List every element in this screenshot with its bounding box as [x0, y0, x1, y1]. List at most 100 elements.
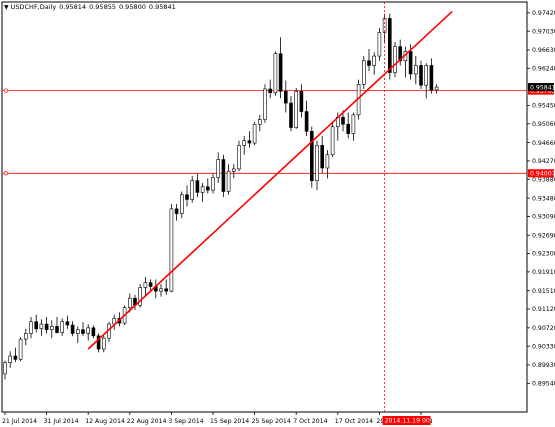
candle-body: [387, 18, 392, 73]
candle-body: [169, 208, 174, 292]
candle-body: [247, 140, 252, 144]
candle-body: [211, 177, 215, 191]
candles: [3, 13, 439, 380]
candle-body: [44, 323, 49, 331]
candle-body: [273, 53, 278, 94]
candle-body: [367, 60, 371, 66]
trendline: [87, 10, 453, 350]
candle-body: [190, 180, 194, 200]
candle-body: [18, 338, 23, 360]
candle-body: [60, 321, 65, 333]
line-price-tag: [528, 169, 554, 178]
candle-body: [206, 186, 210, 191]
candle-body: [195, 180, 200, 193]
current-price-label: 0.95841: [530, 84, 555, 91]
candle-body: [330, 126, 335, 156]
candle-body: [34, 321, 39, 330]
current-price-tag: [528, 83, 554, 92]
candle-body: [315, 145, 319, 181]
candle-body: [96, 335, 101, 350]
candle-body: [49, 326, 54, 331]
candle-body: [283, 91, 288, 104]
x-tick-label: 7 Oct 2014: [293, 418, 327, 425]
x-tick-label: 17 Oct 2014: [335, 418, 373, 425]
line-anchor-handle: [3, 88, 9, 93]
x-tick-label: 22 Aug 2014: [127, 418, 167, 425]
candle-body: [429, 65, 434, 91]
candle-body: [361, 60, 366, 85]
candle-body: [408, 51, 413, 75]
candle-body: [13, 355, 18, 360]
candle-body: [413, 65, 418, 75]
candle-body: [55, 326, 59, 333]
candle-body: [351, 114, 356, 134]
line-price-label: 0.94007: [530, 170, 555, 177]
line-price-label: 0.95765: [530, 88, 555, 95]
time-axis: 21 Jul 2014 31 Jul 2014 12 Aug 2014 22 Aug …: [2, 412, 433, 425]
candle-body: [320, 145, 325, 169]
candle-body: [174, 208, 179, 214]
candle-body: [65, 321, 70, 326]
candle-body: [143, 282, 148, 288]
x-tick-label: 12 Aug 2014: [85, 418, 125, 425]
candle-body: [419, 65, 423, 86]
candle-body: [102, 337, 106, 350]
candle-body: [268, 88, 273, 94]
candle-body: [200, 186, 205, 193]
candle-body: [278, 53, 283, 92]
candle-body: [393, 46, 397, 73]
x-tick-label: 15 Sep 2014: [210, 418, 249, 425]
candle-body: [221, 159, 226, 192]
candle-body: [164, 288, 168, 292]
candle-body: [226, 170, 231, 192]
candle-body: [185, 194, 189, 200]
candle-body: [3, 362, 7, 375]
candle-body: [180, 194, 184, 214]
candle-body: [252, 123, 257, 144]
candle-body: [39, 323, 44, 330]
candle-body: [138, 287, 142, 306]
candle-body: [148, 282, 153, 287]
x-tick-label: 25 Sep 2014: [252, 418, 291, 425]
candle-body: [263, 88, 267, 120]
candle-body: [294, 91, 299, 128]
y-tick-label: 0.89540: [532, 381, 555, 388]
candle-body: [76, 329, 80, 334]
trendline-group: [87, 10, 453, 350]
candle-body: [81, 329, 85, 334]
candle-body: [242, 140, 246, 146]
x-tick-label: 3 Sep 2014: [168, 418, 203, 425]
candle-body: [70, 324, 75, 334]
plot-area[interactable]: [1, 1, 528, 413]
candle-body: [29, 321, 33, 334]
candle-body: [299, 91, 304, 112]
candle-body: [377, 32, 382, 57]
candle-body: [86, 327, 90, 334]
candle-body: [23, 333, 28, 340]
candle-body: [325, 154, 330, 169]
candle-body: [232, 168, 236, 172]
candle-body: [304, 111, 309, 132]
crosshair-date-tag: [382, 416, 431, 425]
x-tick-label: 21 Jul 2014: [2, 418, 37, 425]
